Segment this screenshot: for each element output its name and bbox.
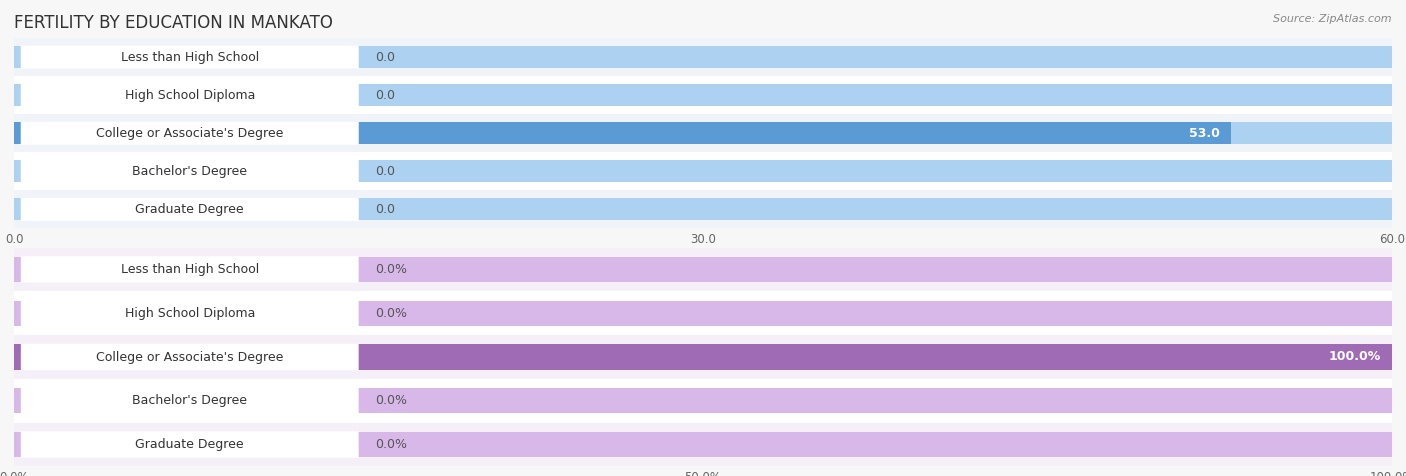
Text: Bachelor's Degree: Bachelor's Degree (132, 394, 247, 407)
Text: College or Associate's Degree: College or Associate's Degree (96, 127, 284, 140)
FancyBboxPatch shape (21, 122, 359, 145)
Text: 0.0%: 0.0% (375, 394, 408, 407)
Bar (14, 423, 1392, 466)
Text: 53.0: 53.0 (1189, 127, 1220, 140)
Text: College or Associate's Degree: College or Associate's Degree (96, 350, 284, 364)
FancyBboxPatch shape (21, 431, 359, 458)
Text: 0.0%: 0.0% (375, 438, 408, 451)
Bar (14, 190, 1392, 228)
Text: 0.0: 0.0 (375, 89, 395, 102)
Text: 0.0%: 0.0% (375, 307, 408, 320)
Text: Less than High School: Less than High School (121, 50, 259, 64)
Text: 0.0%: 0.0% (375, 263, 408, 276)
FancyBboxPatch shape (21, 84, 359, 107)
Bar (14, 160, 1392, 182)
Text: Source: ZipAtlas.com: Source: ZipAtlas.com (1274, 14, 1392, 24)
Bar (14, 122, 1392, 144)
Text: High School Diploma: High School Diploma (125, 307, 254, 320)
Bar (14, 257, 1392, 282)
Text: Less than High School: Less than High School (121, 263, 259, 276)
FancyBboxPatch shape (21, 344, 359, 370)
FancyBboxPatch shape (21, 198, 359, 221)
Bar (14, 344, 1392, 370)
Bar (14, 388, 1392, 414)
Bar (14, 379, 1392, 423)
Text: 100.0%: 100.0% (1329, 350, 1381, 364)
Bar (14, 38, 1392, 76)
FancyBboxPatch shape (21, 256, 359, 283)
Bar (14, 122, 1232, 144)
Bar (14, 344, 1392, 370)
FancyBboxPatch shape (21, 300, 359, 327)
Bar (14, 432, 1392, 457)
FancyBboxPatch shape (21, 387, 359, 414)
Bar (14, 335, 1392, 379)
FancyBboxPatch shape (21, 46, 359, 69)
Text: FERTILITY BY EDUCATION IN MANKATO: FERTILITY BY EDUCATION IN MANKATO (14, 14, 333, 32)
FancyBboxPatch shape (21, 160, 359, 183)
Bar (14, 46, 1392, 68)
Bar (14, 300, 1392, 326)
Bar (14, 76, 1392, 114)
Text: Graduate Degree: Graduate Degree (135, 203, 245, 216)
Bar (14, 152, 1392, 190)
Bar (14, 248, 1392, 291)
Text: High School Diploma: High School Diploma (125, 89, 254, 102)
Text: Bachelor's Degree: Bachelor's Degree (132, 165, 247, 178)
Bar (14, 291, 1392, 335)
Bar (14, 84, 1392, 106)
Bar (14, 198, 1392, 220)
Text: 0.0: 0.0 (375, 165, 395, 178)
Text: 0.0: 0.0 (375, 50, 395, 64)
Text: 0.0: 0.0 (375, 203, 395, 216)
Bar (14, 114, 1392, 152)
Text: Graduate Degree: Graduate Degree (135, 438, 245, 451)
